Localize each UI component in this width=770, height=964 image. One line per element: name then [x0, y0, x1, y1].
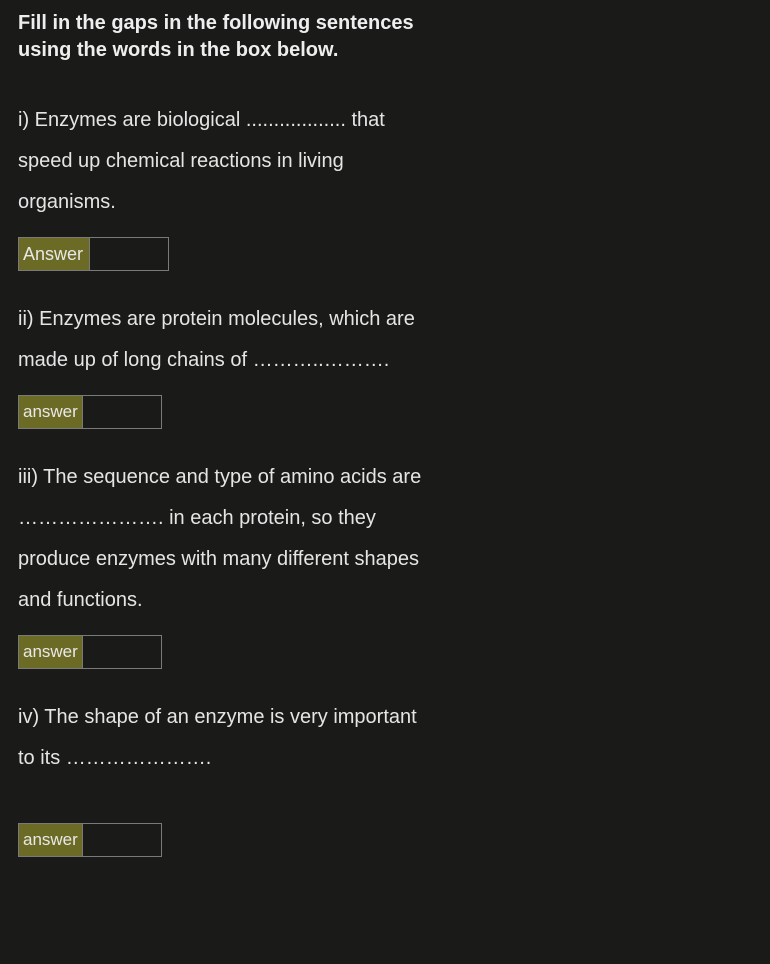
answer-row-2: answer	[18, 395, 422, 429]
answer-input-4[interactable]	[82, 823, 162, 857]
question-block-2: ii) Enzymes are protein molecules, which…	[18, 299, 422, 429]
answer-row-1: Answer	[18, 237, 422, 271]
answer-label-3: answer	[18, 635, 82, 669]
worksheet-container: Fill in the gaps in the following senten…	[0, 0, 440, 905]
question-text-2: ii) Enzymes are protein molecules, which…	[18, 299, 422, 381]
question-block-3: iii) The sequence and type of amino acid…	[18, 457, 422, 669]
answer-label-2: answer	[18, 395, 82, 429]
question-block-4: iv) The shape of an enzyme is very impor…	[18, 697, 422, 857]
question-text-3: iii) The sequence and type of amino acid…	[18, 457, 422, 621]
answer-input-2[interactable]	[82, 395, 162, 429]
answer-row-3: answer	[18, 635, 422, 669]
answer-label-1: Answer	[18, 237, 89, 271]
question-block-1: i) Enzymes are biological ..............…	[18, 100, 422, 271]
answer-input-3[interactable]	[82, 635, 162, 669]
answer-input-1[interactable]	[89, 237, 169, 271]
answer-row-4: answer	[18, 823, 422, 857]
answer-label-4: answer	[18, 823, 82, 857]
question-text-4: iv) The shape of an enzyme is very impor…	[18, 697, 422, 779]
question-text-1: i) Enzymes are biological ..............…	[18, 100, 422, 223]
instructions-text: Fill in the gaps in the following senten…	[18, 10, 422, 64]
